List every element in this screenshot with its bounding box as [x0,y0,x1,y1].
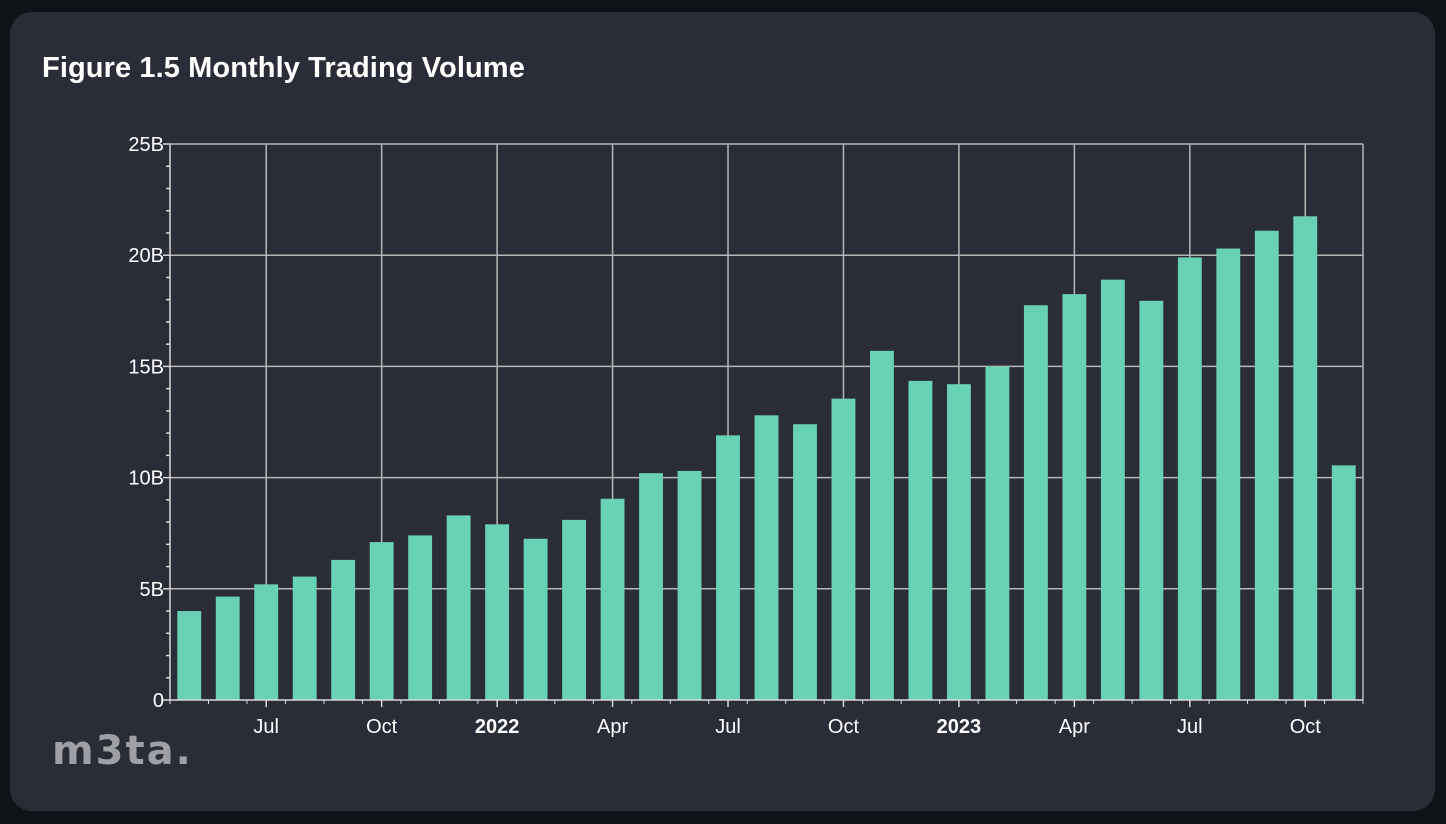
bar [1100,279,1125,700]
bar [908,380,933,700]
bar [562,519,587,700]
bar [985,366,1010,700]
bar [331,559,356,700]
y-tick-label: 5B [140,579,164,601]
x-tick-label: Oct [828,716,860,738]
y-tick-label: 10B [128,468,164,490]
bar [1216,248,1241,700]
y-tick-label: 25B [128,134,164,156]
bar [254,584,279,700]
chart-card: Figure 1.5 Monthly Trading Volume 0 5B 10B… [10,12,1435,811]
x-tick-label: 2022 [475,716,520,738]
bar [408,535,433,700]
bar [1062,294,1087,700]
x-tick-label: 2023 [937,716,982,738]
y-tick-label: 15B [128,356,164,378]
m3ta-logo: m3ta. [52,734,193,770]
chart-title: Figure 1.5 Monthly Trading Volume [42,52,525,84]
bar [639,473,663,700]
x-tick-label: Jul [715,716,741,738]
x-tick-label: Oct [1290,716,1322,738]
bar [716,435,740,700]
bar [1254,230,1279,700]
bar [1331,465,1356,700]
x-tick-label: Apr [1059,716,1090,738]
y-tick-label: 0 [153,690,164,712]
bar [870,350,894,700]
m3ta-logo-text: m3ta. [52,734,193,770]
axes [163,143,1364,707]
bar [177,611,202,700]
bar [215,596,240,700]
bar [369,542,394,700]
bar [1139,300,1164,700]
bar [1177,257,1202,700]
bar [446,515,471,700]
x-tick-label: Jul [1177,716,1203,738]
bar [1293,216,1318,700]
bar [523,538,548,700]
x-tick-label: Jul [253,716,279,738]
y-tick-label: 20B [128,245,164,267]
bar [292,576,317,700]
bar [754,415,779,700]
bar [600,498,625,700]
bars [177,216,1356,700]
bar [946,384,971,700]
bar-chart: 0 5B 10B 15B 20B 25B Jul Oct 2022 Apr Jul Oct 2023 Ap… [128,134,1364,738]
x-tick-label: Apr [597,716,628,738]
tick-labels: 0 5B 10B 15B 20B 25B Jul Oct 2022 Apr Jul Oct 2023 Ap… [128,134,1321,738]
bar [677,470,702,700]
bar [793,424,817,700]
x-tick-label: Oct [366,716,398,738]
bar [831,398,856,700]
bar [485,524,510,700]
bar [1023,305,1048,700]
